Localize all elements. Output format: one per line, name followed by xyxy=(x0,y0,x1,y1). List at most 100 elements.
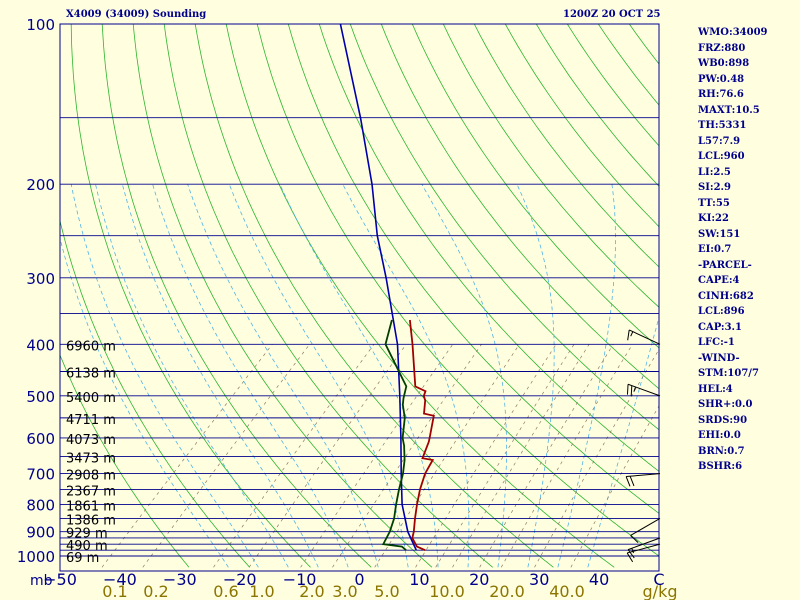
moist-adiabat xyxy=(95,184,289,568)
index-item: TT:55 xyxy=(698,197,730,209)
index-item: TH:5331 xyxy=(698,120,747,131)
index-item: EI:0.7 xyxy=(698,244,732,255)
pressure-tick-label: 300 xyxy=(26,270,55,288)
index-item: RH:76.6 xyxy=(698,89,744,100)
height-label: 490 m xyxy=(66,539,108,554)
height-label: 1386 m xyxy=(66,513,116,528)
chart-title: X4009 (34009) Sounding xyxy=(66,9,207,20)
wind-barb xyxy=(627,329,661,345)
mixing-ratio-label: 10.0 xyxy=(429,582,465,600)
stability-indices-panel: WMO:34009 FRZ:880 WB0:898 PW:0.48 RH:76.6 MAX… xyxy=(698,25,768,475)
moist-adiabat xyxy=(60,236,229,568)
index-item: LCL:960 xyxy=(698,151,745,162)
index-item: HEL:4 xyxy=(698,383,733,395)
moist-adiabat xyxy=(342,183,470,568)
index-item: MAXT:10.5 xyxy=(698,104,760,116)
wind-barb xyxy=(630,518,661,543)
height-label: 69 m xyxy=(66,551,99,566)
wind-barb xyxy=(627,537,661,559)
mixing-ratio-line xyxy=(479,344,614,568)
height-label: 929 m xyxy=(66,527,108,542)
height-label: 4073 m xyxy=(66,433,116,448)
mixing-ratio-label: 2.0 xyxy=(299,582,324,600)
moist-adiabat xyxy=(70,184,259,568)
temperature-tick-label: 30 xyxy=(529,570,549,589)
index-item: CAP:3.1 xyxy=(698,321,742,333)
pressure-tick-label: 200 xyxy=(26,176,55,194)
temperature-tick-label: 10 xyxy=(409,570,429,589)
observation-time: 1200Z 20 OCT 25 xyxy=(563,9,661,20)
moist-adiabat xyxy=(516,183,555,568)
mixing-ratio-label: g/kg xyxy=(643,582,678,600)
index-item: FRZ:880 xyxy=(698,42,746,54)
temperature-tick-label: −50 xyxy=(43,570,77,589)
mixing-ratio-label: 40.0 xyxy=(549,582,585,600)
index-item: WB0:898 xyxy=(698,58,750,69)
mixing-ratio-line xyxy=(332,344,482,568)
mixing-ratio-line xyxy=(534,348,659,568)
index-item: -PARCEL- xyxy=(698,259,752,271)
index-item: LFC:-1 xyxy=(698,337,735,348)
plot-frame xyxy=(59,23,660,572)
pressure-tick-label: 900 xyxy=(26,524,55,542)
index-item: L57:7.9 xyxy=(698,135,741,147)
mixing-ratio-label: 0.6 xyxy=(213,582,238,600)
height-label: 2908 m xyxy=(66,469,116,484)
index-item: SW:151 xyxy=(698,228,741,240)
mixing-ratio-line xyxy=(300,344,454,568)
index-item: SHR+:0.0 xyxy=(698,399,753,410)
wind-barbs xyxy=(625,329,661,563)
temperature-tick-label: −10 xyxy=(283,570,317,589)
mixing-ratio-line xyxy=(500,344,633,568)
mixing-ratio-label: 0.2 xyxy=(143,582,168,600)
temperature-profile xyxy=(409,319,435,552)
mixing-ratio-line xyxy=(374,344,520,568)
index-item: BSHR:6 xyxy=(698,461,743,472)
index-item: LCL:896 xyxy=(698,306,745,317)
mixing-ratio-line xyxy=(435,344,575,568)
dewpoint-profile xyxy=(381,319,408,551)
dry-adiabat xyxy=(60,353,190,568)
pressure-tick-label: 100 xyxy=(26,16,55,34)
pressure-tick-label: 600 xyxy=(26,430,55,448)
index-item: SI:2.9 xyxy=(698,182,731,193)
temperature-tick-label: −40 xyxy=(103,570,137,589)
moist-adiabat xyxy=(228,183,409,568)
mixing-ratio-line xyxy=(570,405,659,568)
mixing-ratio-label: 3.0 xyxy=(332,582,357,600)
wind-barb xyxy=(626,543,661,563)
moist-adiabat xyxy=(121,183,319,568)
temperature-tick-label: C xyxy=(653,570,664,589)
moist-adiabat xyxy=(421,183,507,568)
height-label: 2367 m xyxy=(66,485,116,500)
mixing-ratio-line xyxy=(415,344,557,568)
temperature-tick-label: 0 xyxy=(354,570,364,589)
height-label: 3473 m xyxy=(66,451,116,466)
moist-adiabat xyxy=(279,183,439,568)
mixing-ratio-label: 0.1 xyxy=(102,582,127,600)
temperature-tick-label: −20 xyxy=(223,570,257,589)
index-item: CINH:682 xyxy=(698,290,754,302)
mixing-ratio-line xyxy=(248,344,407,568)
index-item: PW:0.48 xyxy=(698,73,745,85)
index-item: KI:22 xyxy=(698,213,729,224)
moist-adiabat xyxy=(152,183,349,568)
wind-barb xyxy=(625,473,661,487)
index-item: -WIND- xyxy=(698,352,740,364)
index-item: BRN:0.7 xyxy=(698,445,745,457)
pressure-unit-label: mb xyxy=(30,573,53,589)
grid-lines xyxy=(60,24,659,568)
index-item: SRDS:90 xyxy=(698,414,748,426)
sounding-profiles xyxy=(339,24,435,552)
mixing-ratio-label: 1.0 xyxy=(249,582,274,600)
moist-adiabat xyxy=(187,183,379,568)
wind-barb xyxy=(626,383,661,397)
pressure-tick-label: 400 xyxy=(26,336,55,354)
temperature-tick-label: −30 xyxy=(163,570,197,589)
index-item: WMO:34009 xyxy=(698,27,768,38)
mixing-ratio-label: 20.0 xyxy=(489,582,525,600)
mixing-ratio-line xyxy=(452,344,590,568)
mixing-ratio-line xyxy=(213,344,375,568)
pressure-tick-label: 700 xyxy=(26,466,55,484)
